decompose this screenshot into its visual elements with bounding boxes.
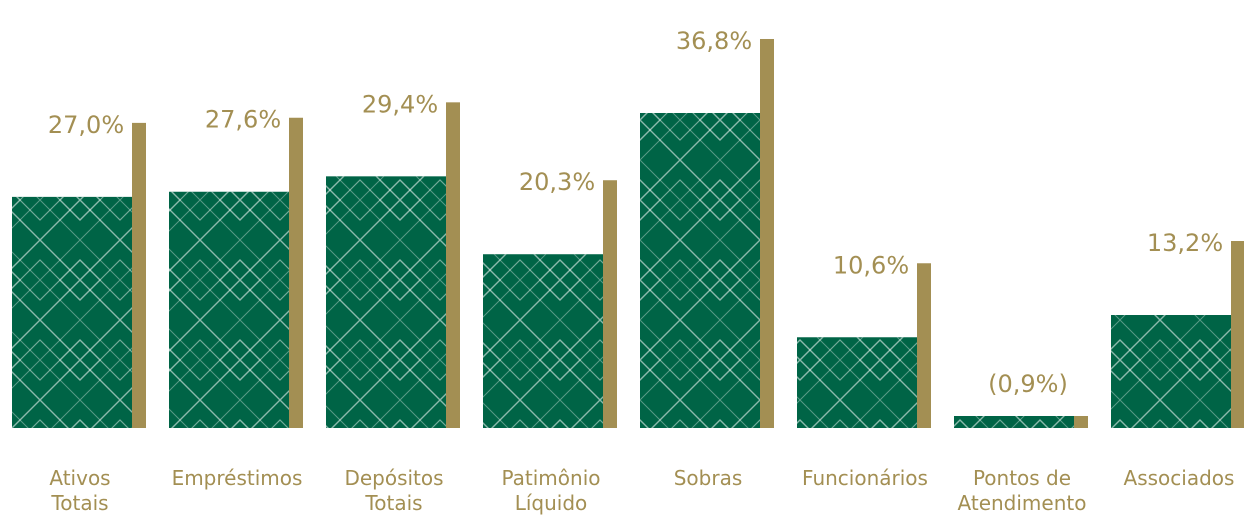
value-label-7: 13,2% bbox=[1147, 229, 1223, 257]
value-label-5: 10,6% bbox=[833, 251, 909, 279]
category-label-3: Patimônio Líquido bbox=[501, 466, 600, 515]
category-label-6: Pontos de Atendimento bbox=[958, 466, 1087, 515]
accent-bar-0 bbox=[132, 122, 146, 428]
value-label-1: 27,6% bbox=[205, 106, 281, 134]
category-label-0: Ativos Totais bbox=[49, 466, 110, 515]
accent-bar-6 bbox=[1074, 416, 1088, 428]
category-label-1: Empréstimos bbox=[172, 466, 303, 490]
value-label-4: 36,8% bbox=[676, 27, 752, 55]
bars-layer bbox=[12, 38, 1244, 428]
value-label-2: 29,4% bbox=[362, 90, 438, 118]
accent-bar-7 bbox=[1231, 241, 1244, 428]
category-label-2: Depósitos Totais bbox=[344, 466, 443, 515]
bar-pattern-5 bbox=[797, 337, 917, 428]
value-label-0: 27,0% bbox=[48, 111, 124, 139]
category-label-7: Associados bbox=[1124, 466, 1235, 490]
bar-pattern-0 bbox=[12, 196, 132, 428]
value-label-6: (0,9%) bbox=[988, 370, 1068, 398]
bar-pattern-1 bbox=[169, 191, 289, 428]
accent-bar-3 bbox=[603, 180, 617, 428]
accent-bar-4 bbox=[760, 38, 774, 428]
bar-pattern-2 bbox=[326, 176, 446, 428]
value-label-3: 20,3% bbox=[519, 168, 595, 196]
accent-bar-2 bbox=[446, 102, 460, 428]
bar-pattern-3 bbox=[483, 254, 603, 428]
bar-pattern-7 bbox=[1111, 315, 1231, 428]
bar-pattern-4 bbox=[640, 112, 760, 428]
bar-pattern-6 bbox=[954, 416, 1074, 428]
category-label-4: Sobras bbox=[674, 466, 743, 490]
accent-bar-5 bbox=[917, 263, 931, 428]
category-label-5: Funcionários bbox=[802, 466, 928, 490]
category-labels-layer: Ativos Totais Empréstimos Depósitos Totais Pa… bbox=[49, 466, 1234, 515]
value-labels-layer: 27,0% 27,6% 29,4% 20,3% 36,8% 10,6% (0,9%) 13,2… bbox=[48, 27, 1223, 398]
accent-bar-1 bbox=[289, 117, 303, 428]
